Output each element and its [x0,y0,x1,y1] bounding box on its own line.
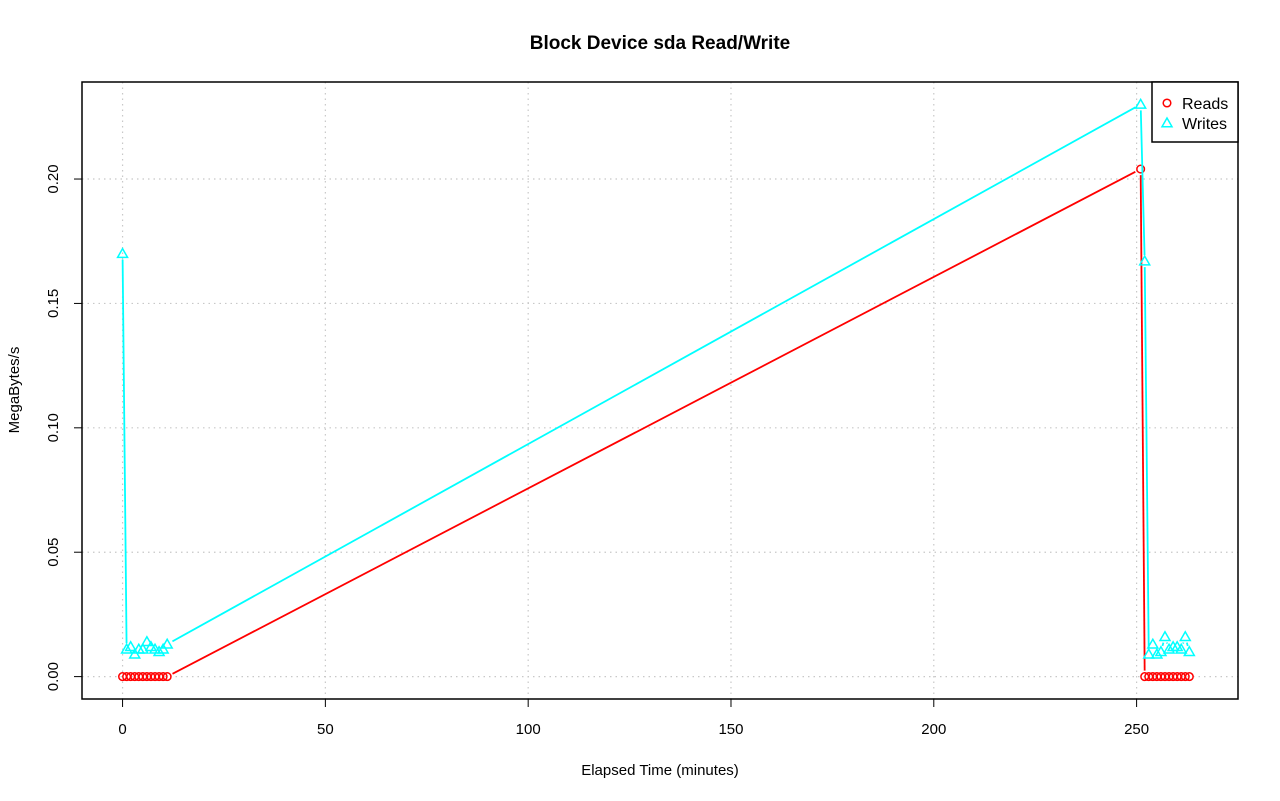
writes-point [152,645,166,657]
writes-point [1146,637,1160,649]
writes-point [1154,645,1168,657]
x-tick-label: 50 [317,721,334,738]
reads-point [162,672,172,682]
writes-segment [1143,267,1150,649]
y-tick-label: 0.00 [45,662,62,691]
y-tick-label: 0.10 [45,413,62,442]
writes-point [1134,97,1147,109]
writes-point [1183,645,1196,657]
legend-label-reads: Reads [1182,96,1228,113]
reads-segment [1139,175,1146,671]
writes-point [1158,630,1172,642]
writes-point [1138,254,1152,266]
x-axis-label: Elapsed Time (minutes) [581,762,739,779]
y-tick-label: 0.15 [45,289,62,318]
legend: Reads Writes [1151,81,1239,143]
writes-point [136,642,150,654]
reads-point [1184,672,1194,682]
series-reads [118,164,1194,682]
y-tick-label: 0.05 [45,538,62,567]
grid-lines [82,82,1238,699]
y-axis-label: MegaBytes/s [6,347,23,434]
writes-point [1142,647,1156,659]
writes-point [140,635,154,647]
x-tick-label: 0 [118,721,126,738]
x-tick-label: 150 [718,721,743,738]
x-tick-label: 100 [516,721,541,738]
writes-point [160,637,174,649]
x-tick-label: 250 [1124,721,1149,738]
reads-point [1180,672,1190,682]
x-tick-label: 200 [921,721,946,738]
reads-segment [172,171,1136,675]
writes-point [124,640,137,652]
chart-title: Block Device sda Read/Write [530,33,790,54]
y-tick-label: 0.20 [45,164,62,193]
writes-segment [1161,642,1165,647]
reads-point [158,672,168,682]
writes-segment [1139,110,1146,256]
writes-point [1174,642,1188,654]
series-writes [116,97,1196,659]
series-layer [116,97,1196,682]
writes-point [1178,630,1192,642]
writes-point [1150,647,1164,659]
legend-box [1151,81,1239,143]
legend-marker-reads [1162,98,1172,108]
writes-point [116,247,129,259]
x-axis: 0 50 100 150 200 250 [118,698,1149,738]
writes-segment [1185,642,1189,647]
plot-frame [81,81,1239,700]
legend-label-writes: Writes [1182,116,1227,133]
writes-segment [171,106,1136,643]
writes-segment [121,259,128,644]
reads-point [1136,164,1146,174]
y-axis: 0.00 0.05 0.10 0.15 0.20 [45,164,83,691]
writes-point [1162,642,1176,654]
writes-point [120,642,133,654]
legend-marker-writes [1160,116,1174,128]
